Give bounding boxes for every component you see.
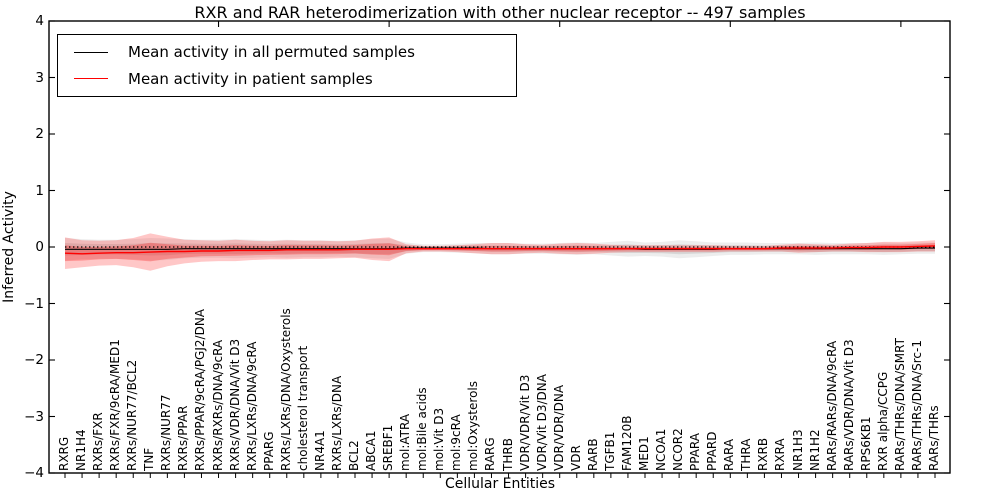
x-tick-label: mol:Bile acids <box>415 387 430 471</box>
x-tick-label: VDR/VDR/DNA <box>551 384 566 471</box>
x-tick-label: THRB <box>500 438 515 471</box>
x-tick-label: RXRs/NUR77/BCL2 <box>125 359 140 471</box>
x-tick-label: RXRs/NUR77 <box>159 394 174 471</box>
x-tick-label: VDR/Vit D3/DNA <box>534 374 549 471</box>
x-tick-label: RXRs/FXR <box>91 412 106 471</box>
x-tick-label: SREBF1 <box>381 424 396 471</box>
x-tick-label: PPARD <box>705 431 720 472</box>
y-tick-label: −2 <box>24 352 44 368</box>
x-tick-label: RXRs/RXRs/DNA/9cRA <box>210 339 225 471</box>
x-tick-label: mol:Oxysterols <box>466 381 481 471</box>
x-tick-label: RARG <box>483 437 498 471</box>
x-tick-label: TGFB1 <box>602 431 617 471</box>
legend-label-permuted: Mean activity in all permuted samples <box>128 43 415 62</box>
x-tick-label: RXRs/VDR/DNA/Vit D3 <box>227 338 242 471</box>
patient-band-outer <box>65 233 935 271</box>
x-tick-label: RXRs/LXRs/DNA <box>329 375 344 471</box>
x-tick-label: NCOA1 <box>654 428 669 471</box>
x-tick-label: RXRA <box>773 438 788 471</box>
x-tick-label: RXR alpha/CCPG <box>875 371 890 471</box>
x-tick-label: RARs/THRs <box>927 405 941 471</box>
x-tick-label: ABCA1 <box>364 430 379 471</box>
x-tick-label: RXRs/PPAR <box>176 405 191 471</box>
confidence-bands <box>65 233 935 271</box>
x-tick-label: RXRs/LXRs/DNA/9cRA <box>244 341 259 472</box>
legend-entry: Mean activity in all permuted samples <box>74 43 516 61</box>
legend-label-patient: Mean activity in patient samples <box>128 69 373 88</box>
x-tick-label: mol:9cRA <box>449 414 464 471</box>
x-axis-label: Cellular Entities <box>444 476 556 492</box>
patient-line-swatch <box>74 78 108 80</box>
y-tick-label: −3 <box>24 408 44 425</box>
x-tick-label: MED1 <box>637 436 651 471</box>
y-tick-label: 4 <box>35 13 44 29</box>
x-tick-label: mol:Vit D3 <box>432 407 447 471</box>
y-tick-label: 1 <box>35 182 44 199</box>
x-tick-label: RARB <box>585 438 600 471</box>
x-tick-label: NR4A1 <box>312 430 327 471</box>
x-tick-label: THRA <box>739 438 754 471</box>
x-tick-label: RXRs/PPAR/9cRA/PGJ2/DNA <box>193 309 208 471</box>
x-tick-label: cholesterol transport <box>295 345 310 471</box>
x-tick-label: NR1H3 <box>790 429 805 471</box>
patient-mean-line <box>64 245 936 255</box>
x-tick-label: RXRB <box>756 437 771 471</box>
x-tick-label: NR1H4 <box>74 429 89 471</box>
x-tick-label: RARs/THRs/DNA/Src-1 <box>909 340 924 471</box>
x-tick-label: RXRs/FXR/9cRA/MED1 <box>108 339 123 471</box>
x-tick-label: TNF <box>142 447 157 471</box>
x-tick-label: VDR <box>568 445 583 471</box>
x-tick-label: RXRs/LXRs/DNA/Oxysterols <box>278 308 293 471</box>
x-tick-label: PPARA <box>688 433 703 471</box>
x-tick-label: RARs/THRs/DNA/SMRT <box>892 338 907 471</box>
x-tick-label: RPS6KB1 <box>858 416 873 471</box>
y-tick-label: 2 <box>35 126 44 142</box>
y-tick-label: 0 <box>35 239 44 255</box>
y-tick-label: 3 <box>35 69 44 86</box>
x-tick-label: FAM120B <box>619 415 634 472</box>
x-tick-label: RARA <box>722 438 737 471</box>
y-tick-label: −1 <box>24 295 44 312</box>
axis-ticks <box>49 20 950 478</box>
legend: Mean activity in all permuted samples Me… <box>57 34 517 97</box>
x-tick-label: PPARG <box>261 431 276 471</box>
y-tick-label: −4 <box>24 465 44 481</box>
mean-lines <box>64 245 936 255</box>
x-tick-label: NCOR2 <box>671 428 686 471</box>
x-tick-label: BCL2 <box>347 440 361 471</box>
x-tick-label: mol:ATRA <box>398 413 413 471</box>
x-tick-label: RARs/RARs/DNA/9cRA <box>824 340 839 471</box>
permuted-line-swatch <box>74 51 108 53</box>
x-tick-label: VDR/VDR/Vit D3 <box>517 374 532 471</box>
x-tick-label: RXRG <box>57 436 71 471</box>
chart-title: RXR and RAR heterodimerization with othe… <box>194 3 806 22</box>
x-tick-label: RARs/VDR/DNA/Vit D3 <box>841 339 856 471</box>
x-tick-label: NR1H2 <box>807 429 822 471</box>
legend-entry: Mean activity in patient samples <box>74 70 516 88</box>
